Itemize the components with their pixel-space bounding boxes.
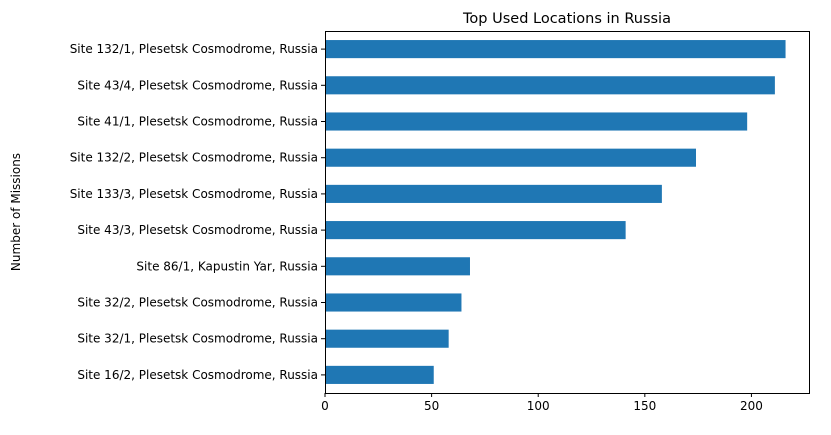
bar [325,76,775,95]
y-tick-label: Site 86/1, Kapustin Yar, Russia [136,259,318,273]
bars-group [325,40,786,384]
x-tick-label: 200 [740,399,763,413]
y-tick-label: Site 41/1, Plesetsk Cosmodrome, Russia [77,115,318,129]
y-tick-label: Site 133/3, Plesetsk Cosmodrome, Russia [70,187,318,201]
y-tick-label: Site 43/3, Plesetsk Cosmodrome, Russia [77,223,318,237]
bar [325,257,470,276]
x-axis-ticks: 0 50 100 150 200 [321,393,763,413]
bar [325,40,786,59]
y-tick-label: Site 32/2, Plesetsk Cosmodrome, Russia [77,296,318,310]
y-tick-label: Site 32/1, Plesetsk Cosmodrome, Russia [77,332,318,346]
bar [325,293,462,312]
bar [325,184,662,203]
chart-title: Top Used Locations in Russia [462,11,671,27]
y-axis-ticks: Site 132/1, Plesetsk Cosmodrome, Russia S… [70,42,325,382]
bar [325,365,434,384]
x-tick-label: 150 [633,399,656,413]
y-axis-label: Number of Missions [9,153,23,271]
y-tick-label: Site 132/1, Plesetsk Cosmodrome, Russia [70,42,318,56]
bar [325,329,449,348]
bar [325,148,696,167]
y-tick-label: Site 132/2, Plesetsk Cosmodrome, Russia [70,151,318,165]
plot-frame [325,31,810,394]
x-tick-label: 100 [527,399,550,413]
x-tick-label: 50 [424,399,439,413]
x-tick-label: 0 [321,399,329,413]
y-tick-label: Site 43/4, Plesetsk Cosmodrome, Russia [77,78,318,92]
bar [325,221,626,240]
bar [325,112,748,131]
y-tick-label: Site 16/2, Plesetsk Cosmodrome, Russia [77,368,318,382]
